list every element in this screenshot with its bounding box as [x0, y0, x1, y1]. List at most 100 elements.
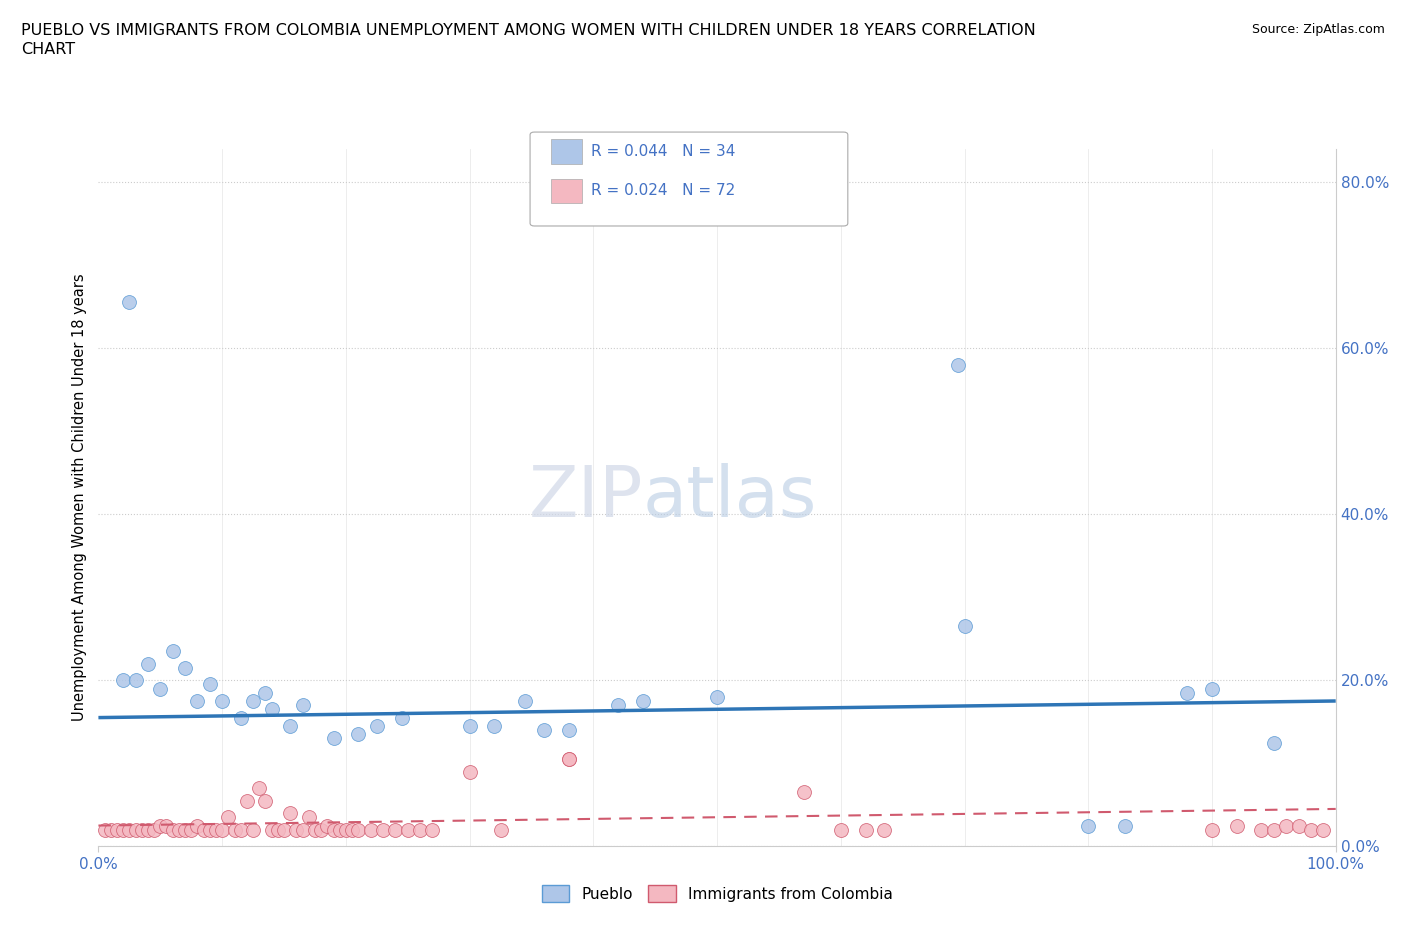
Point [830, 822, 852, 837]
Point [793, 785, 815, 800]
Point [136, 822, 159, 837]
Point [1201, 681, 1223, 696]
Point [100, 822, 122, 837]
Point [631, 694, 654, 709]
Point [242, 694, 264, 709]
Point [105, 822, 128, 837]
Point [247, 781, 270, 796]
Point [124, 672, 146, 687]
Point [322, 731, 344, 746]
Point [155, 818, 177, 833]
Point [422, 822, 444, 837]
Point [193, 822, 215, 837]
Point [149, 818, 172, 833]
Point [533, 723, 555, 737]
Point [873, 822, 896, 837]
Point [217, 810, 239, 825]
Point [224, 822, 246, 837]
Text: R = 0.044   N = 34: R = 0.044 N = 34 [591, 144, 735, 159]
Text: atlas: atlas [643, 463, 817, 532]
Point [484, 719, 506, 734]
Point [316, 818, 339, 833]
Point [229, 822, 252, 837]
Point [298, 810, 321, 825]
Point [366, 719, 388, 734]
Legend: Pueblo, Immigrants from Colombia: Pueblo, Immigrants from Colombia [536, 879, 898, 909]
Point [1288, 818, 1310, 833]
Point [607, 698, 630, 712]
Point [198, 677, 221, 692]
Point [162, 822, 184, 837]
Point [118, 822, 141, 837]
Point [174, 822, 197, 837]
Point [260, 702, 283, 717]
Point [347, 726, 370, 741]
Point [855, 822, 877, 837]
Point [1114, 818, 1136, 833]
Point [557, 723, 579, 737]
Point [1077, 818, 1099, 833]
Point [254, 793, 277, 808]
Point [205, 822, 228, 837]
Point [1250, 822, 1272, 837]
Point [1312, 822, 1334, 837]
Point [229, 711, 252, 725]
Point [211, 694, 233, 709]
Point [131, 822, 153, 837]
Point [1275, 818, 1298, 833]
Point [278, 719, 301, 734]
Text: CHART: CHART [21, 42, 75, 57]
Point [291, 822, 314, 837]
Point [273, 822, 295, 837]
Text: Source: ZipAtlas.com: Source: ZipAtlas.com [1251, 23, 1385, 36]
Point [322, 822, 344, 837]
Point [948, 357, 970, 372]
Point [186, 694, 208, 709]
Point [1263, 735, 1285, 750]
Point [236, 793, 259, 808]
Point [143, 822, 166, 837]
Point [174, 660, 197, 675]
Point [329, 822, 352, 837]
Point [515, 694, 537, 709]
Point [112, 672, 135, 687]
Point [1263, 822, 1285, 837]
Point [278, 805, 301, 820]
Point [180, 822, 202, 837]
Text: R = 0.024   N = 72: R = 0.024 N = 72 [591, 183, 735, 198]
Point [396, 822, 419, 837]
Point [211, 822, 233, 837]
Point [953, 618, 976, 633]
Point [304, 822, 326, 837]
Text: ZIP: ZIP [529, 463, 643, 532]
Point [136, 657, 159, 671]
Point [1299, 822, 1322, 837]
Point [118, 295, 141, 310]
Point [149, 681, 172, 696]
Point [242, 822, 264, 837]
Point [162, 644, 184, 658]
Point [1201, 822, 1223, 837]
Point [458, 764, 481, 779]
Point [557, 751, 579, 766]
Point [557, 751, 579, 766]
Point [112, 822, 135, 837]
Point [335, 822, 357, 837]
Point [291, 698, 314, 712]
Point [167, 822, 190, 837]
Point [198, 822, 221, 837]
Point [267, 822, 290, 837]
Point [340, 822, 363, 837]
Point [254, 685, 277, 700]
Point [391, 711, 413, 725]
Point [309, 822, 332, 837]
Point [409, 822, 432, 837]
Y-axis label: Unemployment Among Women with Children Under 18 years: Unemployment Among Women with Children U… [72, 273, 87, 722]
Point [706, 689, 728, 704]
Point [1175, 685, 1198, 700]
Point [347, 822, 370, 837]
Point [360, 822, 382, 837]
Point [285, 822, 308, 837]
Point [384, 822, 406, 837]
Point [458, 719, 481, 734]
